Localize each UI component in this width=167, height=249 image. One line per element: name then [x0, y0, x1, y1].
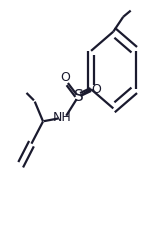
Text: S: S	[74, 89, 84, 104]
Text: O: O	[91, 83, 101, 96]
Text: O: O	[60, 71, 70, 84]
Text: NH: NH	[53, 111, 71, 124]
